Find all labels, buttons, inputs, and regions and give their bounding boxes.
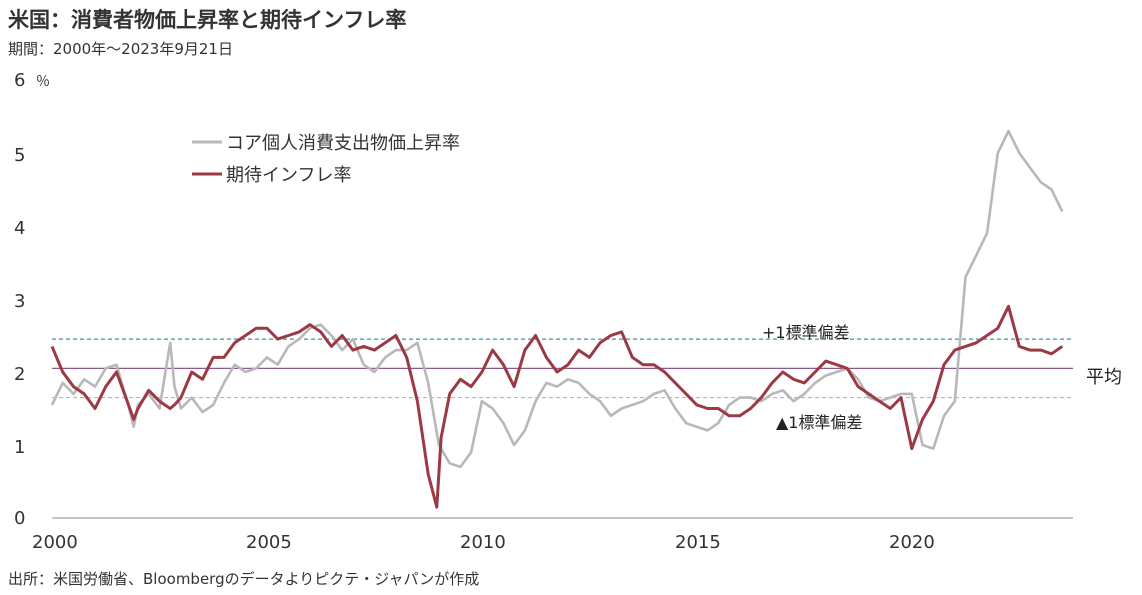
y-tick-1: 1 [14, 437, 25, 458]
chart-title: 米国：消費者物価上昇率と期待インフレ率 [8, 8, 407, 32]
legend: コア個人消費支出物価上昇率 期待インフレ率 [192, 133, 460, 186]
x-tick-2015: 2015 [675, 532, 721, 553]
inflation-expectation-line [50, 304, 1064, 509]
axes [51, 80, 1073, 519]
core-pce-line [50, 129, 1064, 469]
x-tick-2010: 2010 [460, 532, 506, 553]
x-tick-2020: 2020 [889, 532, 935, 553]
y-tick-3: 3 [14, 291, 25, 312]
mean-label: 平均 [1086, 367, 1122, 388]
y-tick-6: 6 [14, 70, 25, 91]
plus-sd-label: +1標準偏差 [762, 323, 850, 342]
legend-label-core-pce: コア個人消費支出物価上昇率 [226, 133, 460, 154]
y-tick-0: 0 [14, 508, 25, 529]
x-tick-2000: 2000 [32, 532, 78, 553]
y-tick-2: 2 [14, 364, 25, 385]
y-tick-4: 4 [14, 218, 25, 239]
series-lines [50, 129, 1064, 509]
x-tick-2005: 2005 [246, 532, 292, 553]
x-tick-labels: 2000 2005 2010 2015 2020 [32, 532, 935, 553]
y-tick-labels: 0 1 2 3 4 5 6 ％ [14, 70, 50, 529]
chart-period: 期間：2000年～2023年9月21日 [8, 40, 233, 58]
y-tick-5: 5 [14, 145, 25, 166]
chart-source: 出所：米国労働省、Bloombergのデータよりピクテ・ジャパンが作成 [8, 570, 480, 588]
minus-sd-label: ▲1標準偏差 [776, 413, 863, 432]
y-unit-label: ％ [36, 74, 50, 90]
legend-label-inflation-expectation: 期待インフレ率 [226, 165, 351, 186]
